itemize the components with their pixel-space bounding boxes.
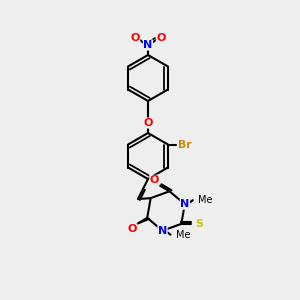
Text: S: S [195,219,203,229]
Text: Me: Me [198,195,212,205]
Text: N: N [180,199,189,209]
Text: O: O [128,224,137,234]
Text: O: O [130,33,140,43]
Text: O: O [156,33,166,43]
Text: Me: Me [176,230,190,240]
Text: O: O [143,118,153,128]
Text: O: O [150,175,159,185]
Text: N: N [158,226,167,236]
Text: Br: Br [178,140,191,149]
Text: N: N [143,40,153,50]
